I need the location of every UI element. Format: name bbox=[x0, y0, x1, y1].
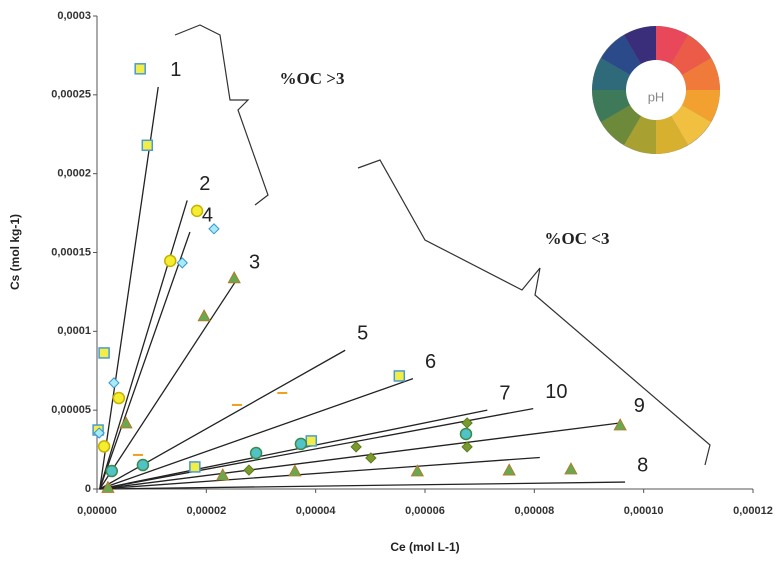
line-label: 10 bbox=[545, 381, 567, 403]
y-tick-label: 0,0003 bbox=[57, 10, 91, 22]
point bbox=[613, 418, 627, 431]
line-label: 7 bbox=[499, 382, 510, 404]
line-label: 8 bbox=[637, 454, 648, 476]
point bbox=[216, 468, 230, 481]
annotation: %OC >3 bbox=[280, 69, 345, 88]
annotation: %OC <3 bbox=[545, 229, 610, 248]
y-tick-label: 0,00015 bbox=[51, 246, 91, 258]
point bbox=[459, 427, 473, 441]
point bbox=[461, 441, 473, 453]
x-tick-label: 0,00006 bbox=[405, 505, 445, 517]
point bbox=[350, 441, 362, 453]
point bbox=[112, 391, 126, 405]
point bbox=[243, 464, 255, 476]
y-tick-label: 0,00005 bbox=[51, 404, 91, 416]
fit-line bbox=[99, 86, 159, 490]
point bbox=[249, 446, 263, 460]
point bbox=[101, 480, 115, 493]
point bbox=[231, 403, 242, 406]
point bbox=[208, 223, 220, 235]
point bbox=[365, 452, 377, 464]
point bbox=[136, 458, 150, 472]
line-label: 3 bbox=[249, 252, 260, 274]
bracket-high bbox=[174, 24, 269, 206]
point bbox=[277, 391, 288, 394]
point bbox=[134, 63, 146, 75]
line-label: 5 bbox=[357, 323, 368, 345]
line-label: 6 bbox=[425, 351, 436, 373]
point bbox=[288, 464, 302, 477]
fit-line bbox=[99, 456, 540, 490]
fit-line bbox=[99, 407, 534, 490]
line-label: 4 bbox=[202, 204, 213, 226]
fit-line bbox=[99, 231, 191, 490]
point bbox=[564, 462, 578, 475]
y-tick-label: 0,00025 bbox=[51, 89, 91, 101]
point bbox=[461, 417, 473, 429]
point bbox=[410, 464, 425, 477]
point bbox=[189, 461, 201, 473]
x-axis-title: Ce (mol L-1) bbox=[390, 540, 459, 554]
point bbox=[97, 440, 111, 453]
point bbox=[93, 427, 105, 439]
wheel-label: pH bbox=[648, 89, 665, 104]
point bbox=[305, 435, 318, 447]
point bbox=[502, 463, 516, 476]
point bbox=[98, 347, 110, 359]
point bbox=[176, 257, 188, 269]
line-label: 1 bbox=[170, 59, 181, 81]
ph-wheel: pH bbox=[592, 26, 720, 154]
x-tick-label: 0,00008 bbox=[514, 505, 554, 517]
x-tick-label: 0,00012 bbox=[733, 505, 773, 517]
fit-line bbox=[99, 200, 188, 490]
point bbox=[393, 370, 406, 382]
fit-line bbox=[99, 422, 622, 490]
y-tick-label: 0,0001 bbox=[57, 325, 91, 337]
point bbox=[164, 254, 177, 268]
fit-line bbox=[99, 349, 346, 490]
line-label: 2 bbox=[199, 173, 210, 195]
y-tick-label: 0 bbox=[85, 483, 91, 495]
x-tick-label: 0,00010 bbox=[624, 505, 664, 517]
point bbox=[197, 309, 211, 322]
point bbox=[108, 377, 120, 389]
point bbox=[105, 464, 119, 478]
y-axis-title: Cs (mol kg-1) bbox=[8, 214, 22, 290]
fit-line bbox=[99, 409, 488, 490]
point bbox=[294, 437, 308, 451]
fit-line bbox=[99, 481, 626, 490]
fit-line bbox=[99, 278, 238, 490]
point bbox=[119, 416, 133, 429]
point bbox=[133, 453, 143, 456]
fit-line bbox=[99, 378, 414, 490]
x-tick-label: 0,00002 bbox=[186, 505, 226, 517]
bracket-low bbox=[357, 159, 711, 466]
point bbox=[190, 204, 204, 218]
point bbox=[227, 271, 241, 284]
x-tick-label: 0,00000 bbox=[77, 505, 117, 517]
y-tick-label: 0,0002 bbox=[57, 168, 91, 180]
point bbox=[141, 139, 154, 152]
x-tick-label: 0,00004 bbox=[296, 505, 337, 517]
line-label: 9 bbox=[634, 395, 645, 417]
